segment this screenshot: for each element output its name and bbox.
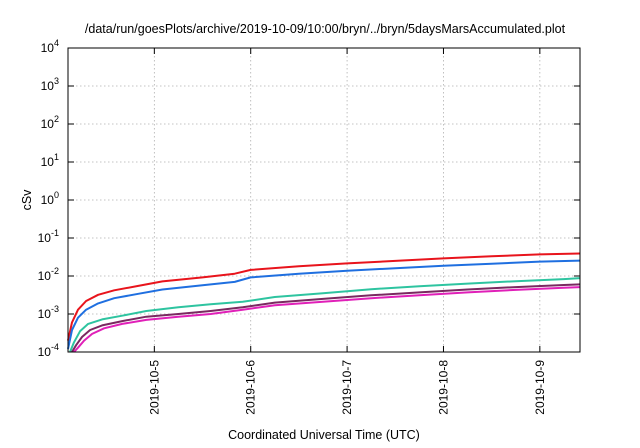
series-line-2	[67, 259, 581, 350]
x-tick-label: 2019-10-9	[533, 360, 547, 415]
x-tick-label: 2019-10-6	[244, 360, 258, 415]
x-tick-label: 2019-10-7	[340, 360, 354, 415]
series-line-1	[67, 252, 581, 341]
y-tick-label: 102	[41, 114, 59, 131]
grid-layer	[68, 48, 580, 352]
y-tick-label: 10-4	[38, 342, 59, 359]
y-tick-label: 10-2	[38, 266, 59, 283]
chart-title: /data/run/goesPlots/archive/2019-10-09/1…	[85, 22, 566, 36]
tick-layer: 10-4 10-3 10-2 10-1 100 101 102 103 104 2019-10-5…	[38, 38, 580, 415]
y-tick-label: 10-3	[38, 304, 59, 321]
x-tick-label: 2019-10-5	[147, 360, 161, 415]
x-tick-label: 2019-10-8	[436, 360, 450, 415]
series-line-4	[71, 283, 581, 353]
y-tick-label: 103	[41, 76, 59, 93]
y-tick-label: 104	[41, 38, 59, 55]
series-line-5	[73, 286, 581, 353]
y-tick-label: 101	[41, 152, 59, 169]
series-layer	[67, 252, 581, 353]
x-axis-label: Coordinated Universal Time (UTC)	[228, 428, 420, 442]
series-line-3	[69, 277, 581, 353]
y-axis-label: cSv	[20, 189, 34, 211]
y-tick-label: 10-1	[38, 228, 59, 245]
y-tick-label: 100	[41, 190, 59, 207]
